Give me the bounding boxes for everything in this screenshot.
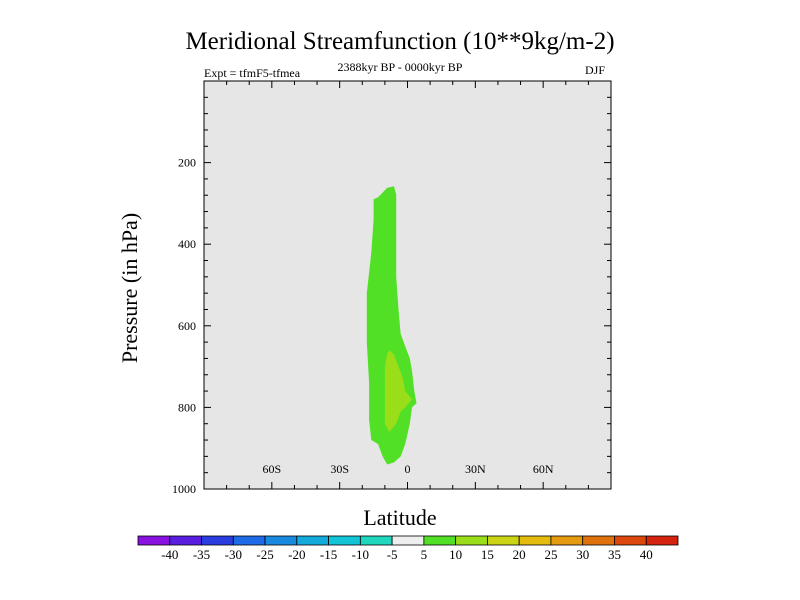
colorbar-label: -30: [225, 547, 242, 562]
y-tick-label: 800: [178, 400, 196, 414]
colorbar-label: 15: [481, 547, 494, 562]
colorbar-swatch: [359, 535, 393, 546]
colorbar-label: 5: [421, 547, 428, 562]
colorbar-label: -20: [288, 547, 305, 562]
colorbar-swatch: [550, 535, 584, 546]
x-tick-label: 0: [405, 462, 411, 476]
y-tick-label: 200: [178, 156, 196, 170]
colorbar-label: -40: [161, 547, 178, 562]
colorbar-label: 40: [640, 547, 653, 562]
colorbar-label: -35: [193, 547, 210, 562]
time-range-label: 2388kyr BP - 0000kyr BP: [337, 60, 463, 74]
x-tick-label: 30N: [465, 462, 486, 476]
colorbar-label: -10: [352, 547, 369, 562]
x-axis-title: Latitude: [363, 505, 437, 530]
x-tick-label: 60N: [533, 462, 554, 476]
colorbar-swatch: [455, 535, 488, 546]
colorbar-swatch: [296, 535, 329, 546]
colorbar-swatch: [518, 535, 552, 546]
contour-region-1: [384, 350, 412, 432]
colorbar-label: 30: [576, 547, 589, 562]
colorbar-swatch: [264, 535, 298, 546]
colorbar-label: -25: [256, 547, 273, 562]
colorbar-swatch: [201, 535, 234, 546]
colorbar-label: -5: [387, 547, 398, 562]
colorbar: -40 -35 -30 -25 -20 -15 -10 -5 5 10 15 20 25 30 35 40: [137, 535, 679, 562]
colorbar-label: -15: [320, 547, 337, 562]
colorbar-label: 10: [449, 547, 462, 562]
season-label: DJF: [585, 63, 606, 77]
x-tick-label: 60S: [262, 462, 281, 476]
colorbar-swatch: [232, 535, 266, 546]
contour-regions: [366, 186, 417, 465]
colorbar-swatch: [169, 535, 202, 546]
colorbar-swatch: [487, 535, 520, 546]
colorbar-swatch: [582, 535, 615, 546]
colorbar-swatch: [645, 535, 679, 546]
colorbar-swatch: [137, 535, 171, 546]
colorbar-label: 35: [608, 547, 621, 562]
colorbar-swatch: [328, 535, 361, 546]
y-tick-label: 400: [178, 237, 196, 251]
colorbar-label: 25: [544, 547, 557, 562]
colorbar-label: 20: [513, 547, 526, 562]
y-axis: 200 400 600 800 1000: [172, 80, 611, 496]
x-tick-label: 30S: [330, 462, 349, 476]
colorbar-swatch: [391, 535, 425, 546]
y-tick-label: 1000: [172, 482, 196, 496]
x-axis: 60S 30S 0 30N 60N: [203, 81, 612, 489]
colorbar-swatch: [423, 535, 457, 546]
experiment-label: Expt = tfmF5-tfmea: [204, 66, 301, 80]
chart-title: Meridional Streamfunction (10**9kg/m-2): [185, 28, 615, 55]
y-tick-label: 600: [178, 319, 196, 333]
colorbar-swatch: [614, 535, 647, 546]
